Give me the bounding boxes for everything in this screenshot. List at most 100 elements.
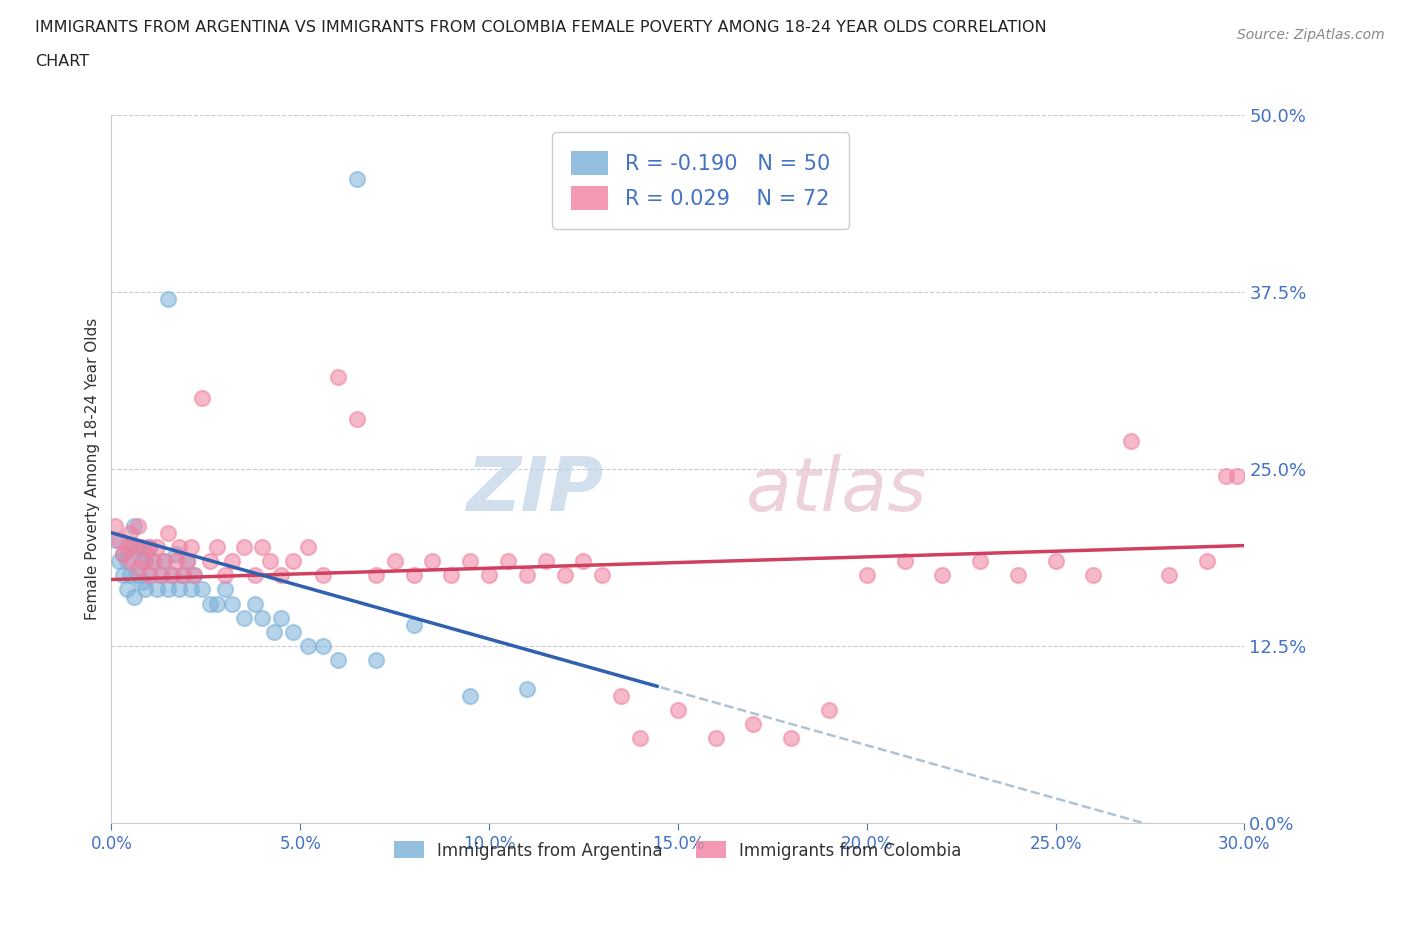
Point — [252, 610, 274, 625]
Point — [232, 610, 254, 625]
Point — [893, 553, 915, 568]
Point — [111, 547, 134, 562]
Point — [346, 412, 368, 427]
Point — [214, 582, 236, 597]
Point — [422, 553, 444, 568]
Legend: Immigrants from Argentina, Immigrants from Colombia: Immigrants from Argentina, Immigrants fr… — [385, 833, 970, 868]
Point — [104, 518, 127, 533]
Point — [120, 525, 142, 540]
Point — [165, 553, 187, 568]
Point — [131, 553, 153, 568]
Point — [516, 681, 538, 696]
Point — [138, 568, 160, 583]
Point — [191, 391, 214, 405]
Point — [104, 533, 127, 548]
Point — [1083, 568, 1105, 583]
Point — [127, 518, 149, 533]
Point — [127, 568, 149, 583]
Point — [183, 568, 205, 583]
Point — [122, 589, 145, 604]
Point — [516, 568, 538, 583]
Point — [153, 553, 176, 568]
Point — [969, 553, 991, 568]
Point — [402, 618, 425, 632]
Point — [108, 553, 131, 568]
Point — [214, 568, 236, 583]
Point — [534, 553, 557, 568]
Point — [205, 596, 228, 611]
Point — [142, 553, 165, 568]
Point — [384, 553, 406, 568]
Point — [855, 568, 877, 583]
Y-axis label: Female Poverty Among 18-24 Year Olds: Female Poverty Among 18-24 Year Olds — [86, 318, 100, 620]
Point — [666, 702, 689, 717]
Point — [243, 596, 266, 611]
Point — [1119, 433, 1142, 448]
Point — [115, 553, 138, 568]
Point — [312, 639, 335, 654]
Point — [142, 553, 165, 568]
Point — [610, 688, 633, 703]
Point — [263, 624, 285, 639]
Point — [326, 653, 349, 668]
Point — [364, 568, 387, 583]
Text: ZIP: ZIP — [467, 454, 605, 526]
Point — [138, 539, 160, 554]
Point — [780, 731, 803, 746]
Point — [326, 369, 349, 384]
Point — [198, 596, 221, 611]
Point — [149, 568, 172, 583]
Point — [120, 539, 142, 554]
Point — [111, 547, 134, 562]
Point — [458, 553, 481, 568]
Point — [297, 639, 319, 654]
Point — [108, 533, 131, 548]
Point — [931, 568, 953, 583]
Point — [628, 731, 651, 746]
Point — [172, 568, 194, 583]
Point — [252, 539, 274, 554]
Point — [131, 575, 153, 590]
Point — [281, 553, 304, 568]
Point — [191, 582, 214, 597]
Text: IMMIGRANTS FROM ARGENTINA VS IMMIGRANTS FROM COLOMBIA FEMALE POVERTY AMONG 18-24: IMMIGRANTS FROM ARGENTINA VS IMMIGRANTS … — [35, 20, 1047, 35]
Point — [160, 568, 183, 583]
Point — [440, 568, 463, 583]
Point — [554, 568, 576, 583]
Point — [402, 568, 425, 583]
Point — [127, 539, 149, 554]
Point — [115, 582, 138, 597]
Point — [183, 568, 205, 583]
Point — [1195, 553, 1218, 568]
Point — [145, 582, 167, 597]
Point — [270, 610, 292, 625]
Point — [138, 539, 160, 554]
Point — [364, 653, 387, 668]
Point — [221, 596, 243, 611]
Point — [122, 518, 145, 533]
Point — [312, 568, 335, 583]
Point — [572, 553, 595, 568]
Point — [704, 731, 727, 746]
Point — [232, 539, 254, 554]
Point — [281, 624, 304, 639]
Point — [742, 716, 765, 731]
Point — [134, 553, 156, 568]
Point — [172, 568, 194, 583]
Point — [134, 547, 156, 562]
Point — [221, 553, 243, 568]
Point — [145, 539, 167, 554]
Point — [176, 553, 198, 568]
Point — [591, 568, 613, 583]
Point — [1157, 568, 1180, 583]
Point — [157, 525, 180, 540]
Point — [270, 568, 292, 583]
Point — [122, 539, 145, 554]
Point — [131, 539, 153, 554]
Point — [169, 539, 191, 554]
Point — [180, 539, 202, 554]
Point — [205, 539, 228, 554]
Point — [346, 171, 368, 186]
Point — [259, 553, 281, 568]
Point — [134, 582, 156, 597]
